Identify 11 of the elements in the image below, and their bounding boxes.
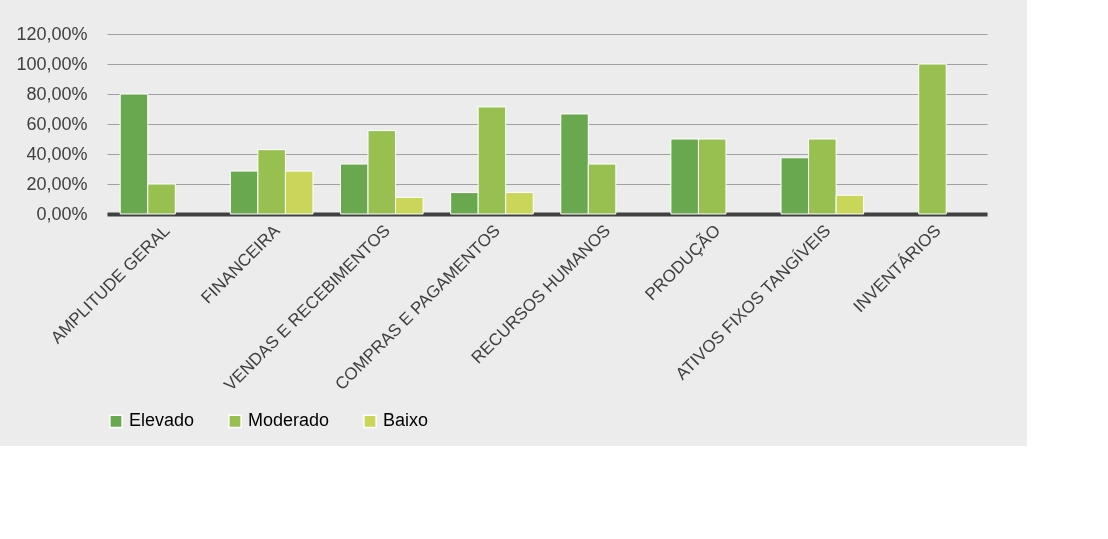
- legend-label: Moderado: [248, 410, 330, 431]
- y-tick-label: 0,00%: [36, 203, 88, 224]
- y-tick-label: 40,00%: [26, 143, 88, 164]
- y-tick-label: 80,00%: [26, 83, 88, 104]
- y-tick-label: 120,00%: [16, 23, 88, 44]
- y-tick-label: 20,00%: [26, 173, 88, 194]
- legend-label: Elevado: [129, 410, 195, 431]
- y-tick-label: 100,00%: [16, 53, 88, 74]
- y-tick-label: 60,00%: [26, 113, 88, 134]
- bar: [918, 63, 947, 215]
- legend-label: Baixo: [383, 410, 429, 431]
